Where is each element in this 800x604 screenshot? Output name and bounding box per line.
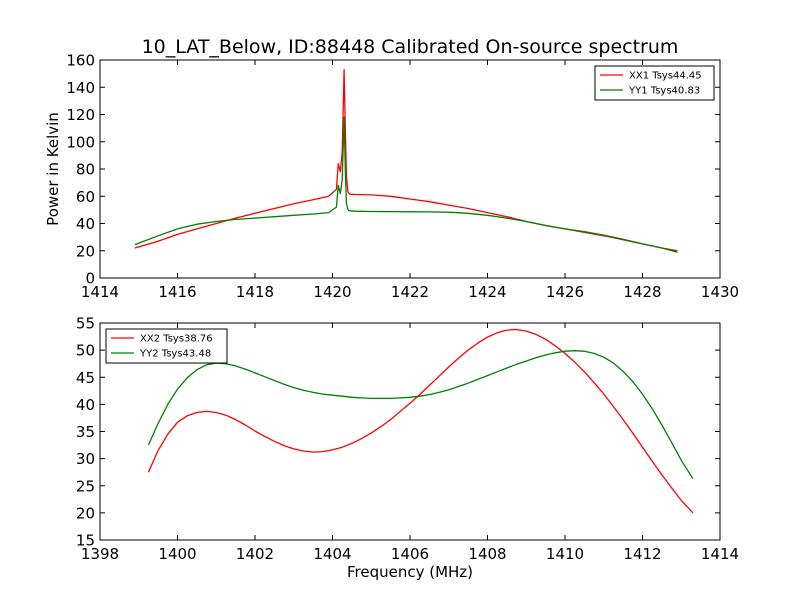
series-line-2 [147,350,694,480]
y-tick-label: 30 [76,450,95,468]
legend: XX2 Tsys38.76 YY2 Tsys43.48 [105,328,228,364]
legend: XX1 Tsys44.45 YY1 Tsys40.83 [594,65,715,101]
y-tick-label: 120 [66,106,95,124]
y-tick-label: 40 [76,215,95,233]
x-tick-label: 1402 [236,545,274,563]
x-tick-label: 1406 [391,545,429,563]
x-tick-label: 1424 [468,283,506,301]
bottom-plot: 1398 1400 1402 1404 1406 1408 1410 1412 1414 15 20… [76,315,739,582]
series-line-1 [147,328,694,514]
legend-label-1: XX2 Tsys38.76 [140,334,213,345]
x-tick-label: 1426 [546,283,584,301]
x-tick-label: 1398 [81,545,119,563]
y-tick-label: 35 [76,423,95,441]
x-tick-label: 1412 [623,545,661,563]
y-tick-label: 15 [76,532,95,550]
y-tick-label: 20 [76,504,95,522]
x-tick-label: 1400 [158,545,196,563]
series-line-2 [134,116,678,253]
legend-label-2: YY1 Tsys40.83 [628,86,700,97]
y-tick-label: 20 [76,242,95,260]
x-tick-label: 1404 [313,545,351,563]
x-tick-label: 1428 [623,283,661,301]
y-tick-label: 25 [76,477,95,495]
y-tick-label: 100 [66,133,95,151]
x-tick-label: 1414 [701,545,739,563]
x-tick-label: 1414 [81,283,119,301]
x-tick-label: 1410 [546,545,584,563]
legend-label-2: YY2 Tsys43.48 [139,349,211,360]
y-tick-label: 60 [76,188,95,206]
x-axis-label: Frequency (MHz) [347,563,473,581]
legend-label-1: XX1 Tsys44.45 [629,71,702,82]
x-tick-label: 1430 [701,283,739,301]
y-tick-label: 55 [76,315,95,333]
x-tick-label: 1408 [468,545,506,563]
top-plot: 1414 1416 1418 1420 1422 1424 1426 1428 1430 0 20 4… [44,52,739,302]
y-tick-label: 50 [76,342,95,360]
x-tick-label: 1416 [158,283,196,301]
y-tick-label: 160 [66,52,95,70]
y-tick-label: 45 [76,369,95,387]
y-tick-label: 0 [85,270,95,288]
y-tick-label: 140 [66,79,95,97]
y-tick-label: 40 [76,396,95,414]
y-tick-label: 80 [76,161,95,179]
y-axis-label: Power in Kelvin [44,112,62,226]
x-tick-label: 1418 [236,283,274,301]
legend-box [594,65,715,101]
x-tick-label: 1422 [391,283,429,301]
legend-box [105,328,228,364]
figure-title: 10_LAT_Below, ID:88448 Calibrated On-sou… [142,36,679,58]
x-tick-label: 1420 [313,283,351,301]
